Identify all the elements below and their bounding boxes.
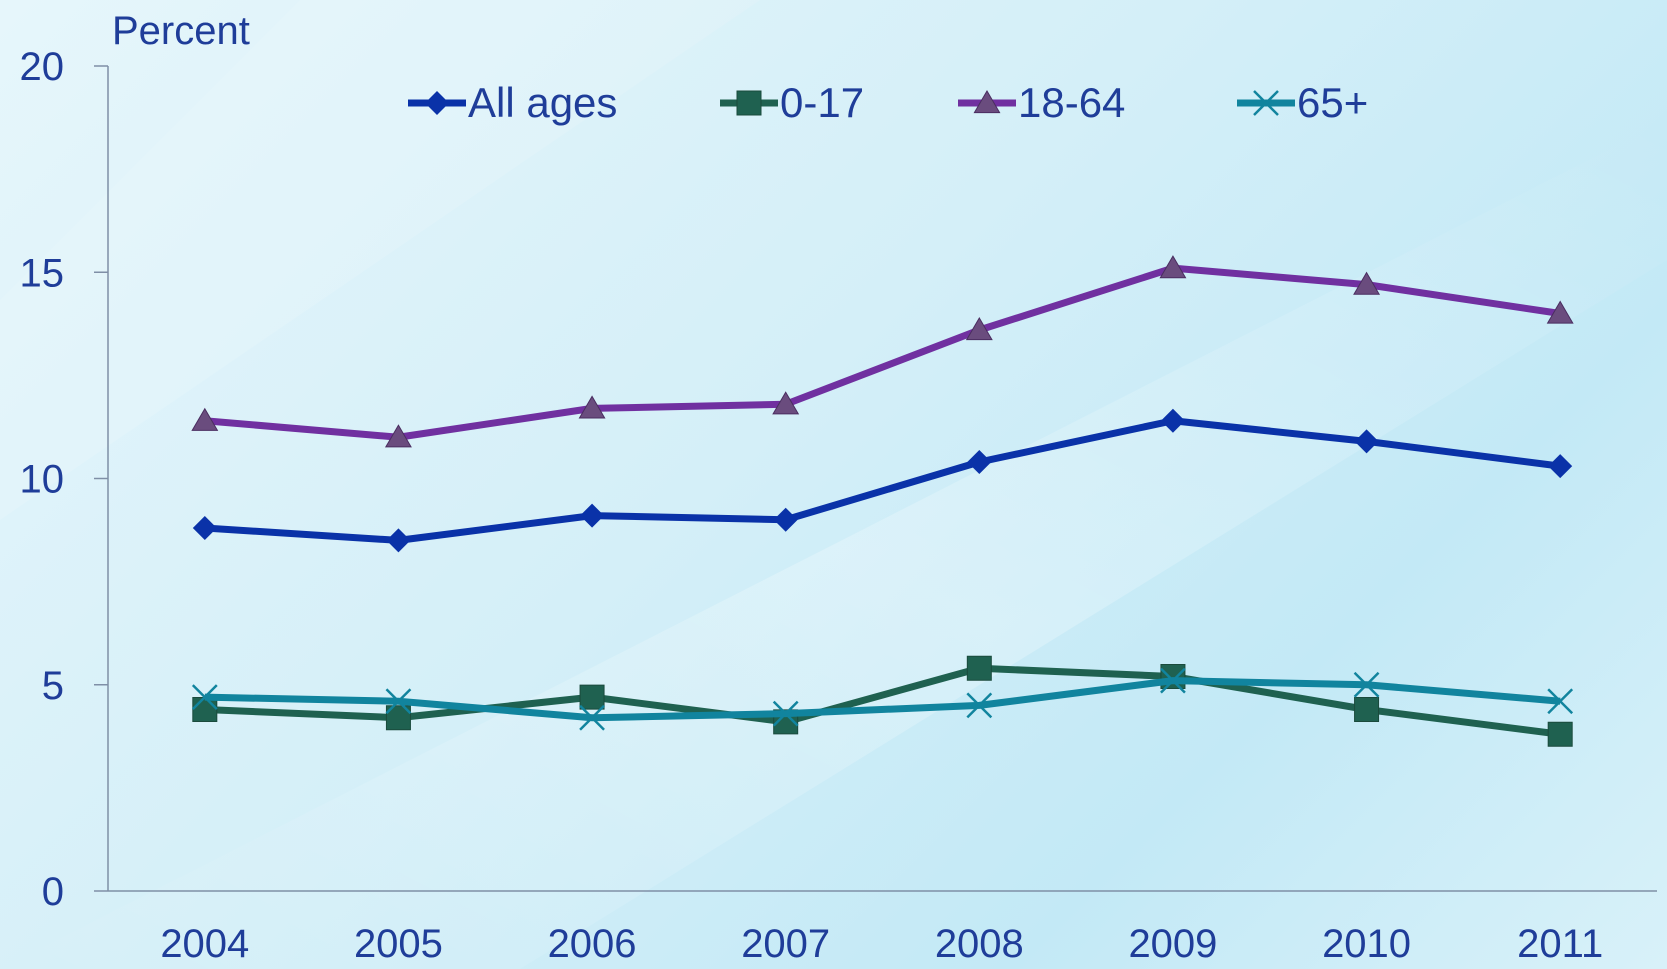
data-point [772,700,799,727]
series-line [204,664,1561,738]
legend-entry-65: 65+ [1237,79,1368,126]
data-point [1160,408,1185,433]
series-line [204,677,1561,722]
legend-entry-0-17: 0-17 [720,79,864,126]
series-65 [191,667,1574,731]
data-point [385,688,412,715]
legend-label: 0-17 [780,79,864,126]
series-18-64 [191,255,1574,448]
data-point [1354,429,1379,454]
x-tick-label: 2006 [548,922,637,966]
legend-swatch-marker [973,90,1001,114]
legend-label: All ages [468,79,617,126]
data-point [384,424,412,448]
legend-swatch-marker [425,91,449,115]
data-point [966,692,993,719]
data-point [966,655,992,681]
x-stroke [191,684,218,711]
data-point [1354,697,1380,722]
x-tick-label: 2010 [1322,922,1411,966]
x-tick-label: 2009 [1128,922,1217,966]
series-layer [191,255,1574,747]
x-stroke [1353,671,1380,698]
data-point [1159,255,1187,279]
data-point [192,697,218,722]
x-axis-ticks: 2004 2005 2006 2007 2008 2009 2010 2011 [160,922,1603,966]
x-stroke [385,688,412,715]
legend-swatch-marker [736,90,762,116]
data-point [1353,271,1381,295]
y-tick-label: 10 [20,458,65,502]
data-point [578,395,606,419]
x-stroke [1253,90,1279,116]
data-point [580,503,605,528]
y-tick-label: 20 [20,45,65,89]
data-point [1547,721,1573,747]
data-point [191,684,218,711]
x-stroke [966,692,993,719]
legend-entry-all-ages: All ages [408,79,617,126]
x-stroke [1547,688,1574,715]
data-point [579,684,605,710]
x-tick-label: 2011 [1517,922,1603,966]
legend-swatch-marker [1253,90,1279,116]
x-tick-label: 2008 [935,922,1024,966]
legend-entry-18-64: 18-64 [958,79,1125,126]
data-point [1546,300,1574,324]
x-stroke [772,700,799,727]
x-tick-label: 2004 [160,922,249,966]
data-point [386,528,411,553]
y-axis-ticks: 0 5 10 15 20 [20,45,108,914]
data-point [579,704,605,731]
data-point [773,507,798,532]
series-line [204,417,1561,544]
x-stroke [1160,667,1186,694]
y-tick-label: 0 [42,870,64,914]
legend-label: 65+ [1297,79,1368,126]
data-point [191,407,219,431]
data-point [1548,454,1573,479]
data-point [192,516,217,540]
data-point [772,391,800,415]
x-tick-label: 2007 [741,922,830,966]
y-tick-label: 5 [42,664,64,708]
x-stroke [579,704,605,731]
y-axis-title: Percent [112,9,250,53]
y-tick-label: 15 [20,251,65,295]
data-point [965,317,993,341]
data-point [967,450,992,474]
data-point [1547,688,1574,715]
data-point [1160,667,1186,694]
legend-label: 18-64 [1018,79,1125,126]
data-point [1353,671,1380,698]
legend: All ages 0-17 18-64 65+ [408,79,1368,126]
x-tick-label: 2005 [354,922,443,966]
series-line [204,264,1561,441]
series-all-ages [192,408,1573,553]
